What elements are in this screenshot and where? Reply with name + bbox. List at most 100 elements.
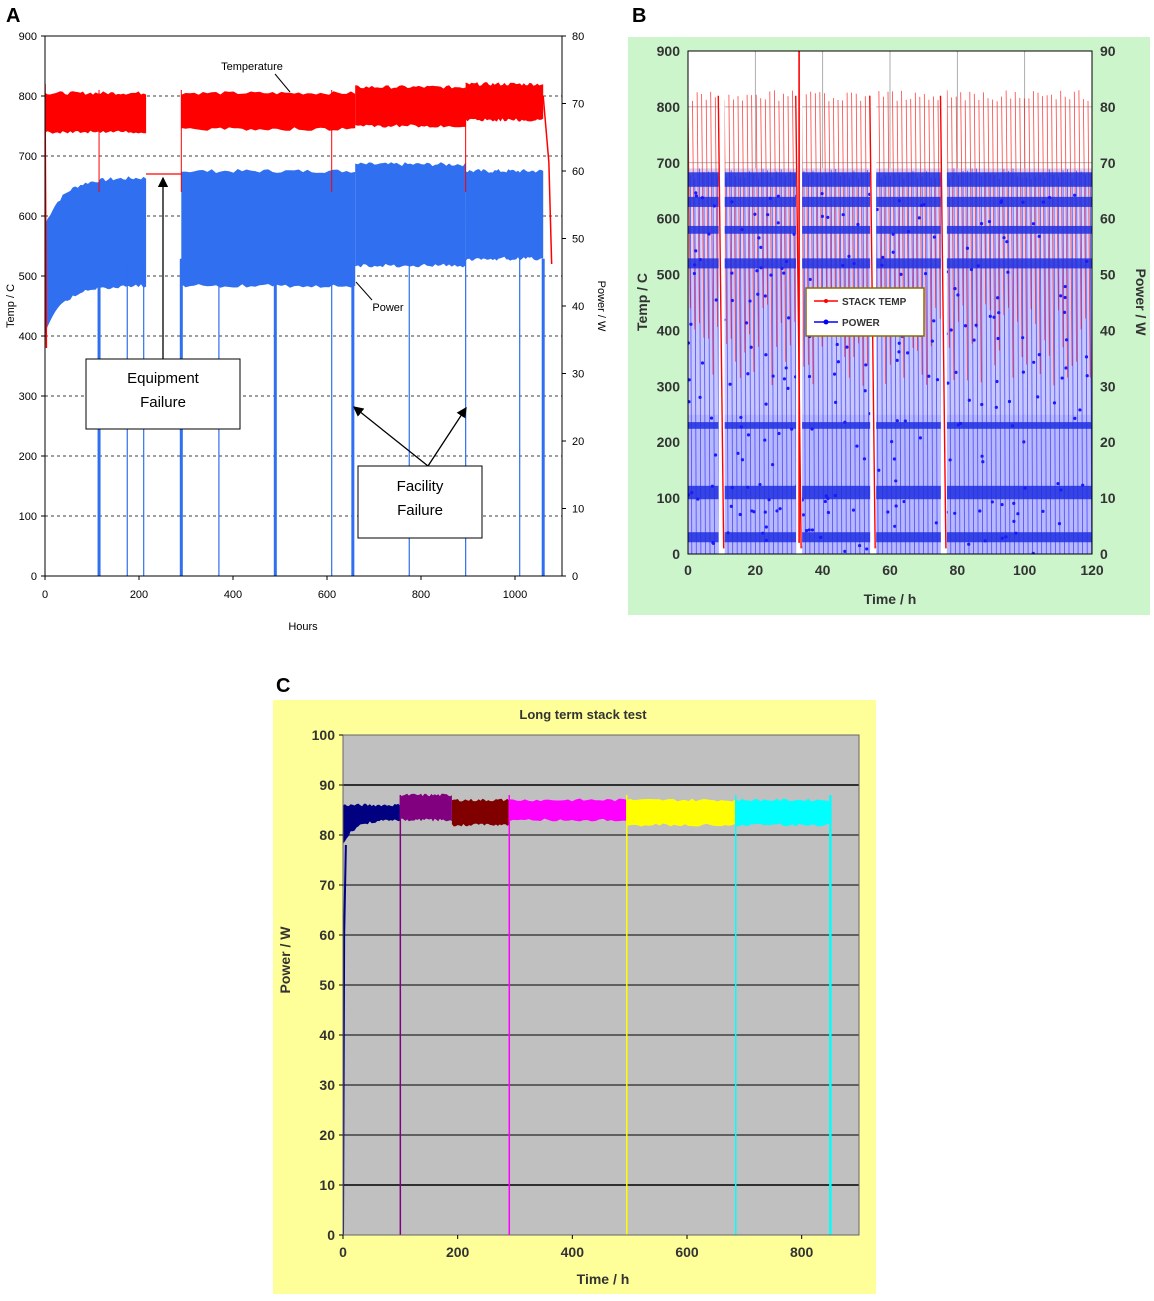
x-tick-label: 1000	[503, 589, 527, 601]
power-marker	[880, 263, 884, 267]
panel-b-letter: B	[632, 5, 646, 27]
power-marker	[730, 298, 734, 303]
power-marker-row	[688, 258, 1092, 269]
power-marker	[826, 496, 830, 501]
power-marker	[978, 509, 982, 513]
y-tick-label-right: 0	[572, 571, 578, 583]
y-tick-label-right: 70	[1100, 155, 1116, 171]
power-marker	[832, 372, 837, 376]
power-marker	[777, 431, 781, 436]
power-marker	[740, 458, 745, 462]
power-marker	[1060, 376, 1064, 380]
y-tick-label: 20	[319, 1127, 335, 1143]
panel-b-frame	[687, 50, 1093, 555]
power-marker	[810, 427, 814, 431]
power-marker	[990, 500, 994, 504]
power-marker	[778, 507, 782, 511]
power-marker	[890, 440, 894, 444]
power-marker	[730, 200, 734, 204]
power-marker	[1007, 399, 1012, 404]
power-marker	[992, 315, 996, 319]
equipment-failure-box	[85, 358, 241, 430]
panel-b-data	[688, 51, 1092, 554]
y-tick-label-left: 500	[657, 267, 681, 283]
power-band	[465, 169, 544, 261]
power-marker	[865, 547, 869, 551]
power-marker	[761, 531, 765, 535]
power-marker	[767, 498, 771, 502]
x-tick-label: 100	[1013, 562, 1037, 578]
shutdown-temp-drop	[939, 95, 947, 549]
temperature-band	[465, 82, 544, 122]
power-marker	[877, 468, 881, 472]
power-marker	[805, 529, 809, 533]
power-marker	[820, 192, 824, 196]
power-segment	[343, 803, 401, 844]
power-marker	[759, 266, 763, 270]
power-band	[181, 169, 356, 288]
y-tick-label-right: 90	[1100, 43, 1116, 59]
power-marker	[1064, 366, 1068, 370]
y-tick-label-right: 60	[572, 166, 584, 178]
power-marker	[820, 214, 824, 218]
power-marker	[902, 499, 906, 504]
power-marker	[1085, 259, 1089, 263]
y-tick-label-left: 800	[19, 91, 37, 103]
x-tick-label: 600	[318, 589, 336, 601]
annotation-line: Failure	[140, 394, 186, 411]
power-marker	[807, 528, 811, 532]
x-tick-label: 0	[339, 1244, 347, 1260]
power-marker	[833, 493, 837, 498]
facility-failure-arrow-right	[427, 406, 467, 467]
y-tick-label-right: 0	[1100, 546, 1108, 562]
y-tick-label: 30	[319, 1077, 335, 1093]
power-marker	[1012, 519, 1016, 523]
facility-failure-arrow-left	[352, 406, 429, 467]
power-marker	[852, 261, 856, 266]
power-marker	[981, 460, 985, 464]
x-tick-label: 400	[224, 589, 242, 601]
temperature-end-fall	[542, 95, 553, 265]
power-marker	[700, 196, 704, 200]
power-marker	[1085, 374, 1089, 378]
y-tick-label-left: 100	[19, 511, 37, 523]
panel-c: C 0 10 20 30 40 50 60 70 80 90 100 0 200 400 600 800 Lo…	[273, 675, 876, 1294]
y-tick-label-left: 300	[657, 378, 681, 394]
y-tick-label-left: 100	[657, 490, 681, 506]
x-tick-label: 20	[748, 562, 764, 578]
y-tick-label: 0	[327, 1227, 335, 1243]
power-marker	[823, 499, 827, 504]
x-tick-label: 800	[412, 589, 430, 601]
y-tick-label-left: 800	[657, 99, 681, 115]
annotation-power-leader	[355, 281, 373, 301]
power-marker	[780, 266, 784, 270]
power-marker	[808, 277, 812, 282]
y-tick-label-right: 30	[572, 369, 584, 381]
power-marker	[728, 382, 732, 386]
y-tick-label-right: 20	[1100, 434, 1116, 450]
power-marker	[1016, 512, 1020, 516]
power-marker	[764, 402, 768, 406]
panel-c-letter: C	[276, 675, 290, 697]
power-marker	[759, 245, 763, 249]
power-marker	[988, 314, 992, 318]
power-marker	[1059, 294, 1063, 298]
power-marker	[738, 512, 742, 517]
power-marker-row	[688, 485, 1092, 500]
panel-b-ylabel-left: Temp / C	[634, 273, 650, 331]
panel-a-grid	[45, 95, 562, 517]
power-marker-row	[688, 196, 1092, 207]
y-tick-label: 100	[312, 727, 336, 743]
y-tick-label: 10	[319, 1177, 335, 1193]
power-marker	[891, 250, 895, 254]
y-tick-label-left: 600	[19, 211, 37, 223]
power-marker	[967, 398, 971, 402]
panel-a: A 01002003004005006007008009000102030405…	[5, 5, 607, 633]
power-marker	[755, 269, 759, 273]
x-tick-label: 40	[815, 562, 831, 578]
power-marker	[730, 271, 734, 275]
power-marker	[763, 294, 767, 298]
power-marker	[749, 345, 753, 349]
power-marker	[1023, 486, 1027, 490]
